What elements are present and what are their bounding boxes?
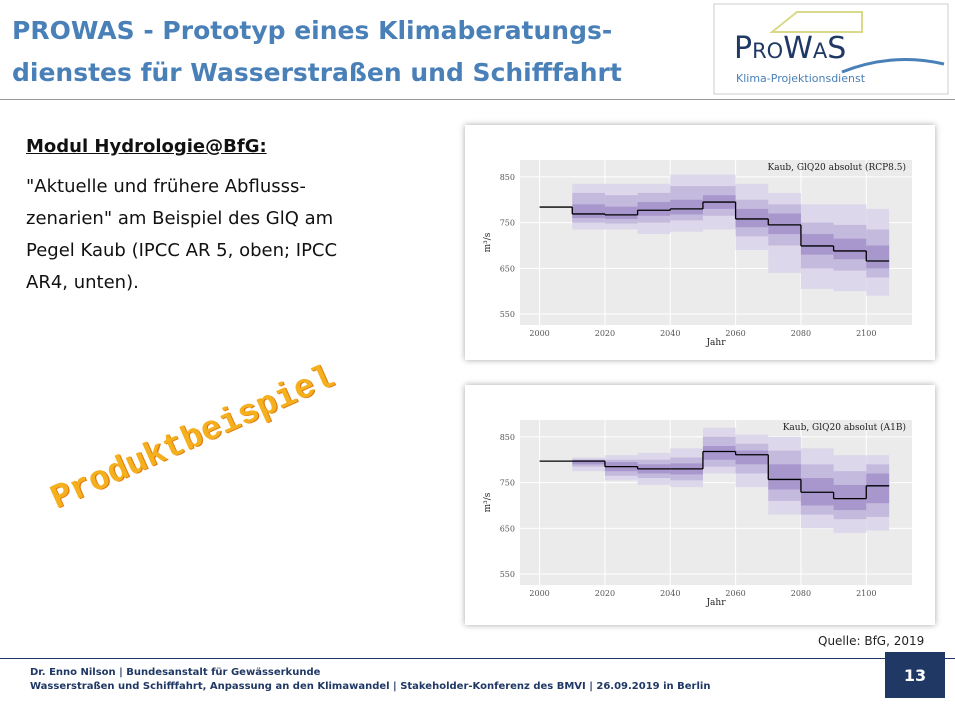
x-tick-label: 2080 bbox=[791, 329, 811, 338]
band bbox=[572, 459, 605, 465]
band bbox=[572, 204, 605, 219]
x-tick-label: 2100 bbox=[856, 589, 876, 598]
logo-wave bbox=[841, 58, 945, 74]
heading: Modul Hydrologie@BfG: bbox=[26, 136, 267, 157]
x-tick-label: 2040 bbox=[660, 589, 680, 598]
y-tick-label: 550 bbox=[500, 310, 515, 319]
y-axis-label: m³/s bbox=[483, 492, 493, 512]
x-tick-label: 2020 bbox=[595, 329, 615, 338]
text-line: Pegel Kaub (IPCC AR 5, oben; IPCC bbox=[26, 240, 338, 261]
band bbox=[637, 202, 671, 216]
x-tick-label: 2060 bbox=[725, 329, 745, 338]
footer-line: Dr. Enno Nilson | Bundesanstalt für Gewä… bbox=[30, 667, 321, 678]
chart-title: Kaub, GlQ20 absolut (RCP8.5) bbox=[768, 162, 907, 173]
title-line: dienstes für Wasserstraßen und Schifffah… bbox=[12, 58, 622, 87]
band bbox=[866, 473, 890, 504]
y-axis-label: m³/s bbox=[483, 232, 493, 252]
logo-frame bbox=[713, 3, 949, 95]
x-tick-label: 2000 bbox=[529, 589, 549, 598]
x-axis-label: Jahr bbox=[705, 338, 726, 348]
x-tick-label: 2020 bbox=[595, 589, 615, 598]
band bbox=[702, 446, 736, 460]
band bbox=[768, 464, 801, 490]
footer-rule bbox=[0, 658, 955, 659]
x-tick-label: 2040 bbox=[660, 329, 680, 338]
footer-line: Wasserstraßen und Schifffahrt, Anpassung… bbox=[30, 681, 711, 692]
x-tick-label: 2080 bbox=[791, 589, 811, 598]
text-line: AR4, unten). bbox=[26, 272, 139, 293]
band bbox=[833, 238, 867, 260]
y-tick-label: 650 bbox=[500, 264, 515, 273]
band bbox=[866, 245, 890, 269]
band bbox=[833, 484, 867, 511]
chart: 550 650 750 850 2000 2020 2040 2060 2080 2100 Kaub… bbox=[483, 420, 912, 608]
y-tick-label: 850 bbox=[500, 433, 515, 442]
band bbox=[768, 213, 801, 235]
stamp: Produktbeispiel bbox=[45, 359, 341, 519]
y-tick-label: 750 bbox=[500, 219, 515, 228]
x-tick-label: 2100 bbox=[856, 329, 876, 338]
page-number: 13 bbox=[885, 652, 945, 698]
x-tick-label: 2060 bbox=[725, 589, 745, 598]
logo-ship bbox=[769, 11, 863, 33]
chart: 550 650 750 850 2000 2020 2040 2060 2080 2100 Kaub… bbox=[483, 160, 912, 348]
band bbox=[735, 208, 769, 228]
band bbox=[800, 234, 834, 255]
chart-panel: 550 650 750 850 2000 2020 2040 2060 2080 2100 Kaub… bbox=[465, 385, 935, 625]
x-axis-label: Jahr bbox=[705, 598, 726, 608]
source: Quelle: BfG, 2019 bbox=[818, 634, 925, 648]
y-tick-label: 750 bbox=[500, 479, 515, 488]
logo: ProWaS Klima-Projektionsdienst bbox=[713, 3, 949, 95]
logo-subtitle: Klima-Projektionsdienst bbox=[736, 72, 866, 85]
y-tick-label: 850 bbox=[500, 173, 515, 182]
logo-name: ProWaS bbox=[734, 31, 846, 66]
y-tick-label: 650 bbox=[500, 524, 515, 533]
y-tick-label: 550 bbox=[500, 570, 515, 579]
band bbox=[670, 199, 703, 215]
chart-title: Kaub, GlQ20 absolut (A1B) bbox=[783, 422, 906, 433]
text-line: zenarien" am Beispiel des GlQ am bbox=[26, 208, 334, 229]
x-tick-label: 2000 bbox=[529, 329, 549, 338]
header-rule bbox=[0, 99, 955, 100]
text-line: "Aktuelle und frühere Abflusss- bbox=[26, 176, 306, 197]
chart-panel: 550 650 750 850 2000 2020 2040 2060 2080 2100 Kaub… bbox=[465, 125, 935, 360]
band bbox=[735, 450, 769, 465]
title-line: PROWAS - Prototyp eines Klimaberatungs- bbox=[12, 16, 613, 45]
band bbox=[604, 206, 638, 219]
